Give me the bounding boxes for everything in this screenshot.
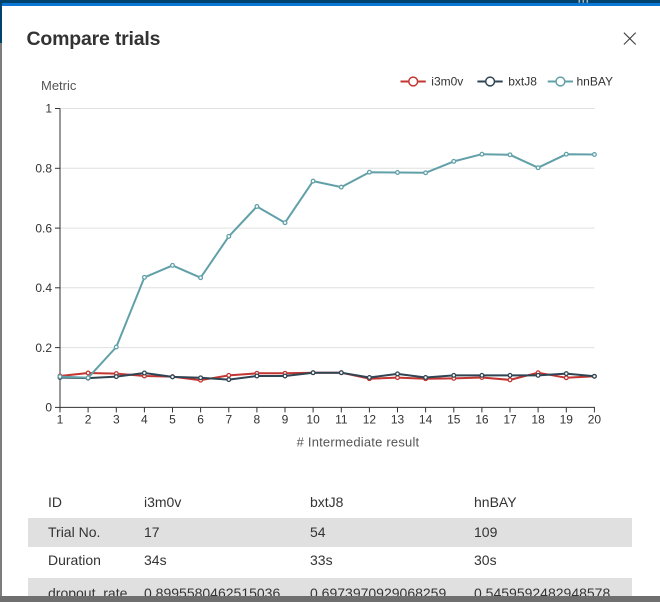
svg-text:2: 2 xyxy=(85,413,92,427)
svg-text:17: 17 xyxy=(503,413,517,427)
svg-text:8: 8 xyxy=(254,413,261,427)
svg-text:bxtJ8: bxtJ8 xyxy=(508,75,537,89)
svg-text:13: 13 xyxy=(391,413,405,427)
svg-text:0.4: 0.4 xyxy=(35,281,52,295)
svg-text:16: 16 xyxy=(475,413,489,427)
svg-text:7: 7 xyxy=(225,413,232,427)
svg-text:1: 1 xyxy=(57,413,64,427)
svg-text:0.8: 0.8 xyxy=(35,162,52,176)
svg-text:11: 11 xyxy=(335,413,348,427)
svg-text:4: 4 xyxy=(141,413,148,427)
svg-text:14: 14 xyxy=(419,413,433,427)
svg-text:3: 3 xyxy=(113,413,120,427)
svg-text:# Intermediate result: # Intermediate result xyxy=(297,435,420,450)
svg-text:9: 9 xyxy=(282,413,289,427)
svg-text:19: 19 xyxy=(560,413,574,427)
svg-text:6: 6 xyxy=(197,413,204,427)
svg-text:Metric: Metric xyxy=(41,78,77,93)
svg-text:0: 0 xyxy=(45,401,52,415)
svg-text:0.6: 0.6 xyxy=(35,221,52,235)
svg-text:18: 18 xyxy=(531,413,545,427)
svg-text:12: 12 xyxy=(363,413,377,427)
svg-text:20: 20 xyxy=(588,413,602,427)
svg-text:5: 5 xyxy=(169,413,176,427)
svg-text:15: 15 xyxy=(447,413,461,427)
svg-text:hnBAY: hnBAY xyxy=(577,75,613,89)
svg-text:1: 1 xyxy=(45,102,52,116)
svg-text:i3m0v: i3m0v xyxy=(431,75,463,89)
svg-text:10: 10 xyxy=(306,413,320,427)
svg-text:0.2: 0.2 xyxy=(35,341,52,355)
